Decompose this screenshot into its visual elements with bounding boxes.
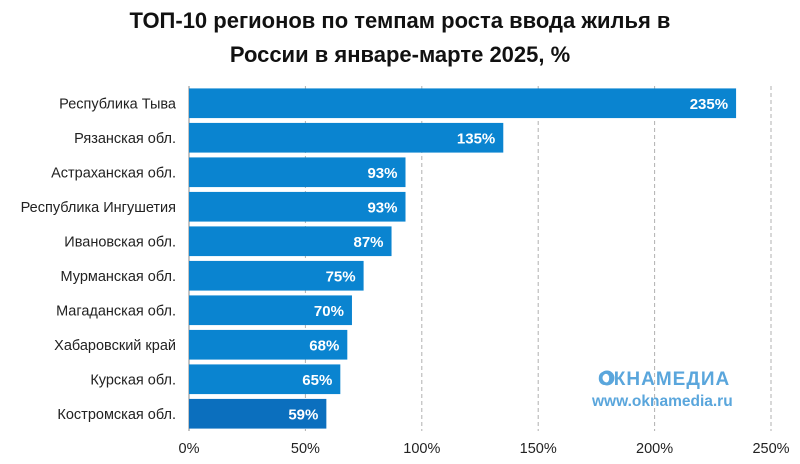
bar	[189, 191, 406, 222]
bar-value-label: 68%	[309, 337, 339, 354]
bar-value-label: 93%	[367, 199, 397, 216]
bars: 235% 135% 93% 93% 87% 75% 70% 68% 65% 59%	[189, 88, 737, 429]
bar	[189, 122, 504, 153]
watermark-url: www.oknamedia.ru	[591, 393, 733, 410]
bar-value-label: 59%	[288, 406, 318, 423]
watermark-brand: ОКНАМЕДИА	[598, 369, 730, 390]
bar	[189, 226, 392, 257]
bar	[189, 88, 737, 119]
category-label: Астраханская обл.	[51, 165, 176, 181]
bar-value-label: 70%	[314, 303, 344, 320]
bar-value-label: 93%	[367, 165, 397, 182]
x-tick-label: 250%	[752, 441, 789, 457]
category-label: Ивановская обл.	[64, 234, 176, 250]
bar-value-label: 235%	[690, 96, 728, 113]
x-tick-label: 100%	[403, 441, 440, 457]
bar	[189, 398, 327, 429]
category-label: Рязанская обл.	[74, 131, 176, 147]
bar-value-label: 135%	[457, 130, 495, 147]
x-tick-label: 0%	[179, 441, 200, 457]
sun-icon	[599, 370, 615, 386]
bar	[189, 295, 352, 326]
category-label: Мурманская обл.	[61, 269, 177, 285]
x-tick-label: 200%	[636, 441, 673, 457]
category-label: Хабаровский край	[54, 338, 176, 354]
category-label: Республика Тыва	[59, 96, 177, 112]
watermark: ОКНАМЕДИА www.oknamedia.ru	[591, 369, 733, 410]
bar-value-label: 65%	[302, 372, 332, 389]
bar	[189, 157, 406, 188]
category-label: Республика Ингушетия	[21, 200, 176, 216]
chart-title-line-2: России в январе-марте 2025, %	[229, 42, 571, 67]
category-labels: Республика Тыва Рязанская обл. Астраханска…	[21, 96, 177, 423]
bar	[189, 260, 364, 291]
x-tick-label: 50%	[291, 441, 320, 457]
bar-value-label: 87%	[354, 234, 384, 251]
category-label: Курская обл.	[90, 372, 176, 388]
chart-title-line-1: ТОП-10 регионов по темпам роста ввода жи…	[129, 8, 671, 33]
category-label: Магаданская обл.	[56, 303, 176, 319]
chart-title: ТОП-10 регионов по темпам роста ввода жи…	[0, 4, 800, 72]
x-tick-labels: 0% 50% 100% 150% 200% 250%	[179, 441, 790, 457]
bar	[189, 329, 348, 360]
bar	[189, 364, 341, 395]
bar-value-label: 75%	[326, 268, 356, 285]
x-tick-label: 150%	[520, 441, 557, 457]
category-label: Костромская обл.	[57, 407, 176, 423]
